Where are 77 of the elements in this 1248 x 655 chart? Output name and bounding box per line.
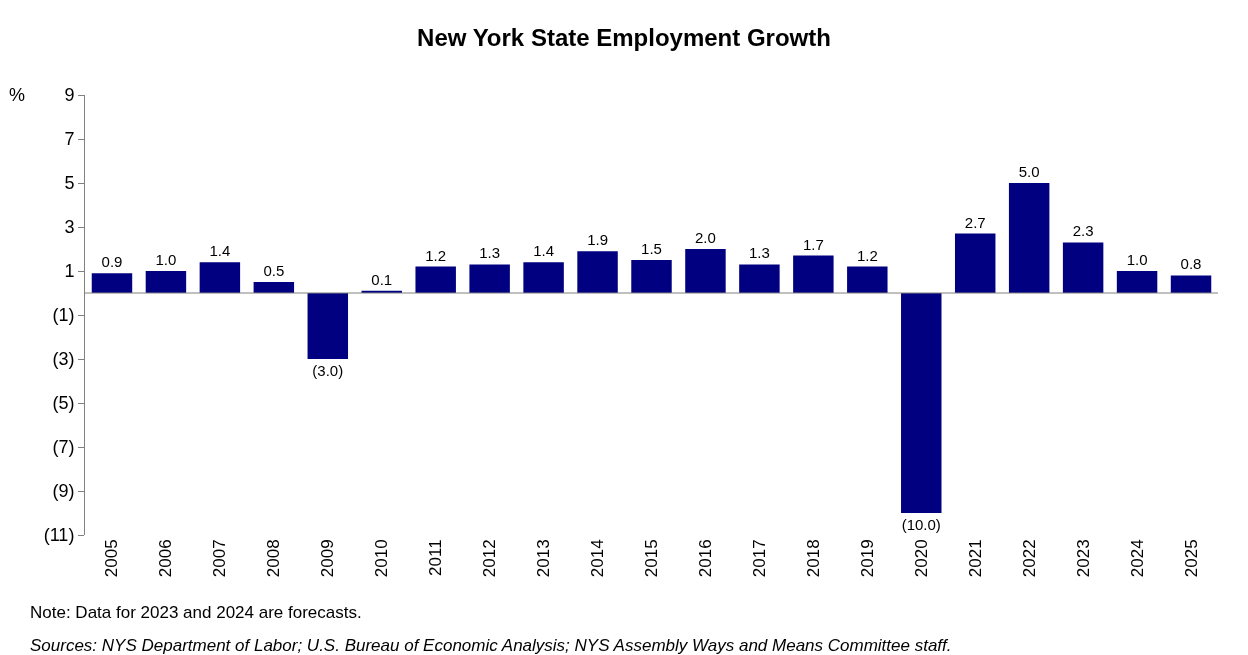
- bar: [199, 262, 241, 293]
- x-tick-label: 2021: [965, 539, 985, 578]
- data-label: 1.3: [748, 244, 770, 262]
- y-tick-label: (3): [52, 349, 75, 370]
- y-tick-label: 9: [64, 85, 75, 106]
- text: Note: Data for 2023 and 2024 are forecasts.: [30, 603, 362, 622]
- bar: [307, 293, 349, 359]
- bar: [1062, 242, 1104, 293]
- x-tick-label: 2018: [803, 539, 823, 578]
- x-tick-label: 2024: [1127, 539, 1147, 578]
- bar: [577, 251, 618, 293]
- data-label: 0.5: [263, 262, 285, 279]
- bar: [415, 266, 456, 293]
- y-tick-label: (1): [52, 305, 75, 326]
- bar: [954, 233, 996, 293]
- y-tick-label: (11): [43, 525, 75, 546]
- data-label: 5.0: [1018, 163, 1040, 180]
- x-tick-label: 2008: [264, 539, 284, 578]
- x-tick-label: 2013: [534, 539, 554, 578]
- data-label: 1.2: [856, 246, 878, 264]
- data-label: 1.0: [155, 251, 177, 268]
- x-tick-label: 2016: [695, 539, 715, 578]
- data-label: 1.2: [425, 246, 447, 264]
- y-tick-label: 7: [64, 129, 75, 150]
- bar: [91, 273, 133, 293]
- data-label: (10.0): [901, 516, 941, 533]
- chart-title: New York State Employment Growth: [417, 24, 831, 52]
- data-label: 2.7: [964, 213, 986, 231]
- data-label: 2.0: [695, 229, 716, 246]
- data-label: (3.0): [312, 362, 344, 379]
- data-label: 1.4: [533, 242, 555, 260]
- x-tick-label: 2017: [749, 539, 769, 578]
- bar: [847, 266, 888, 293]
- bar: [1008, 183, 1050, 293]
- data-label: 1.5: [641, 240, 662, 257]
- data-label: 1.9: [587, 231, 608, 249]
- data-label: 0.8: [1180, 255, 1202, 273]
- bar: [901, 293, 942, 513]
- x-tick-label: 2023: [1073, 539, 1093, 578]
- y-axis-title: %: [9, 85, 26, 105]
- x-tick-label: 2012: [480, 539, 500, 578]
- bar: [631, 260, 672, 293]
- data-label: 2.3: [1072, 222, 1094, 240]
- bar: [1170, 275, 1212, 293]
- data-label: 1.0: [1126, 251, 1148, 268]
- data-label: 0.1: [371, 270, 393, 288]
- x-tick-label: 2010: [372, 539, 392, 578]
- y-tick-label: 3: [64, 217, 75, 238]
- x-tick-label: 2022: [1019, 539, 1039, 578]
- source-note: Sources: NYS Department of Labor; U.S. Bureau of Economic Analysis; NYS Assembly Ways and Means Committee staff.: [30, 636, 952, 655]
- bar: [145, 271, 187, 293]
- bar: [253, 282, 295, 293]
- bar: [739, 264, 780, 293]
- x-tick-label: 2009: [318, 539, 338, 578]
- data-label: 1.4: [209, 242, 231, 260]
- y-tick-label: (9): [52, 481, 75, 502]
- bar: [793, 255, 834, 293]
- bar: [685, 249, 726, 293]
- bar: [523, 262, 564, 293]
- y-tick-label: 1: [64, 261, 75, 282]
- data-label: 1.3: [479, 244, 501, 262]
- x-tick-label: 2007: [210, 539, 230, 578]
- data-label: 0.9: [101, 253, 123, 271]
- bar: [1116, 271, 1158, 293]
- x-tick-label: 2015: [642, 539, 662, 578]
- x-tick-label: 2011: [426, 539, 446, 576]
- x-tick-label: 2014: [588, 539, 608, 578]
- x-tick-label: 2005: [102, 539, 122, 578]
- x-tick-label: 2025: [1181, 539, 1201, 578]
- y-tick-label: 5: [64, 173, 75, 194]
- bar: [469, 264, 510, 293]
- x-tick-label: 2020: [911, 539, 931, 578]
- data-label: 1.7: [802, 235, 824, 253]
- y-tick-label: (5): [52, 393, 75, 414]
- x-tick-label: 2019: [857, 539, 877, 578]
- y-tick-label: (7): [52, 437, 75, 458]
- x-tick-label: 2006: [156, 539, 176, 578]
